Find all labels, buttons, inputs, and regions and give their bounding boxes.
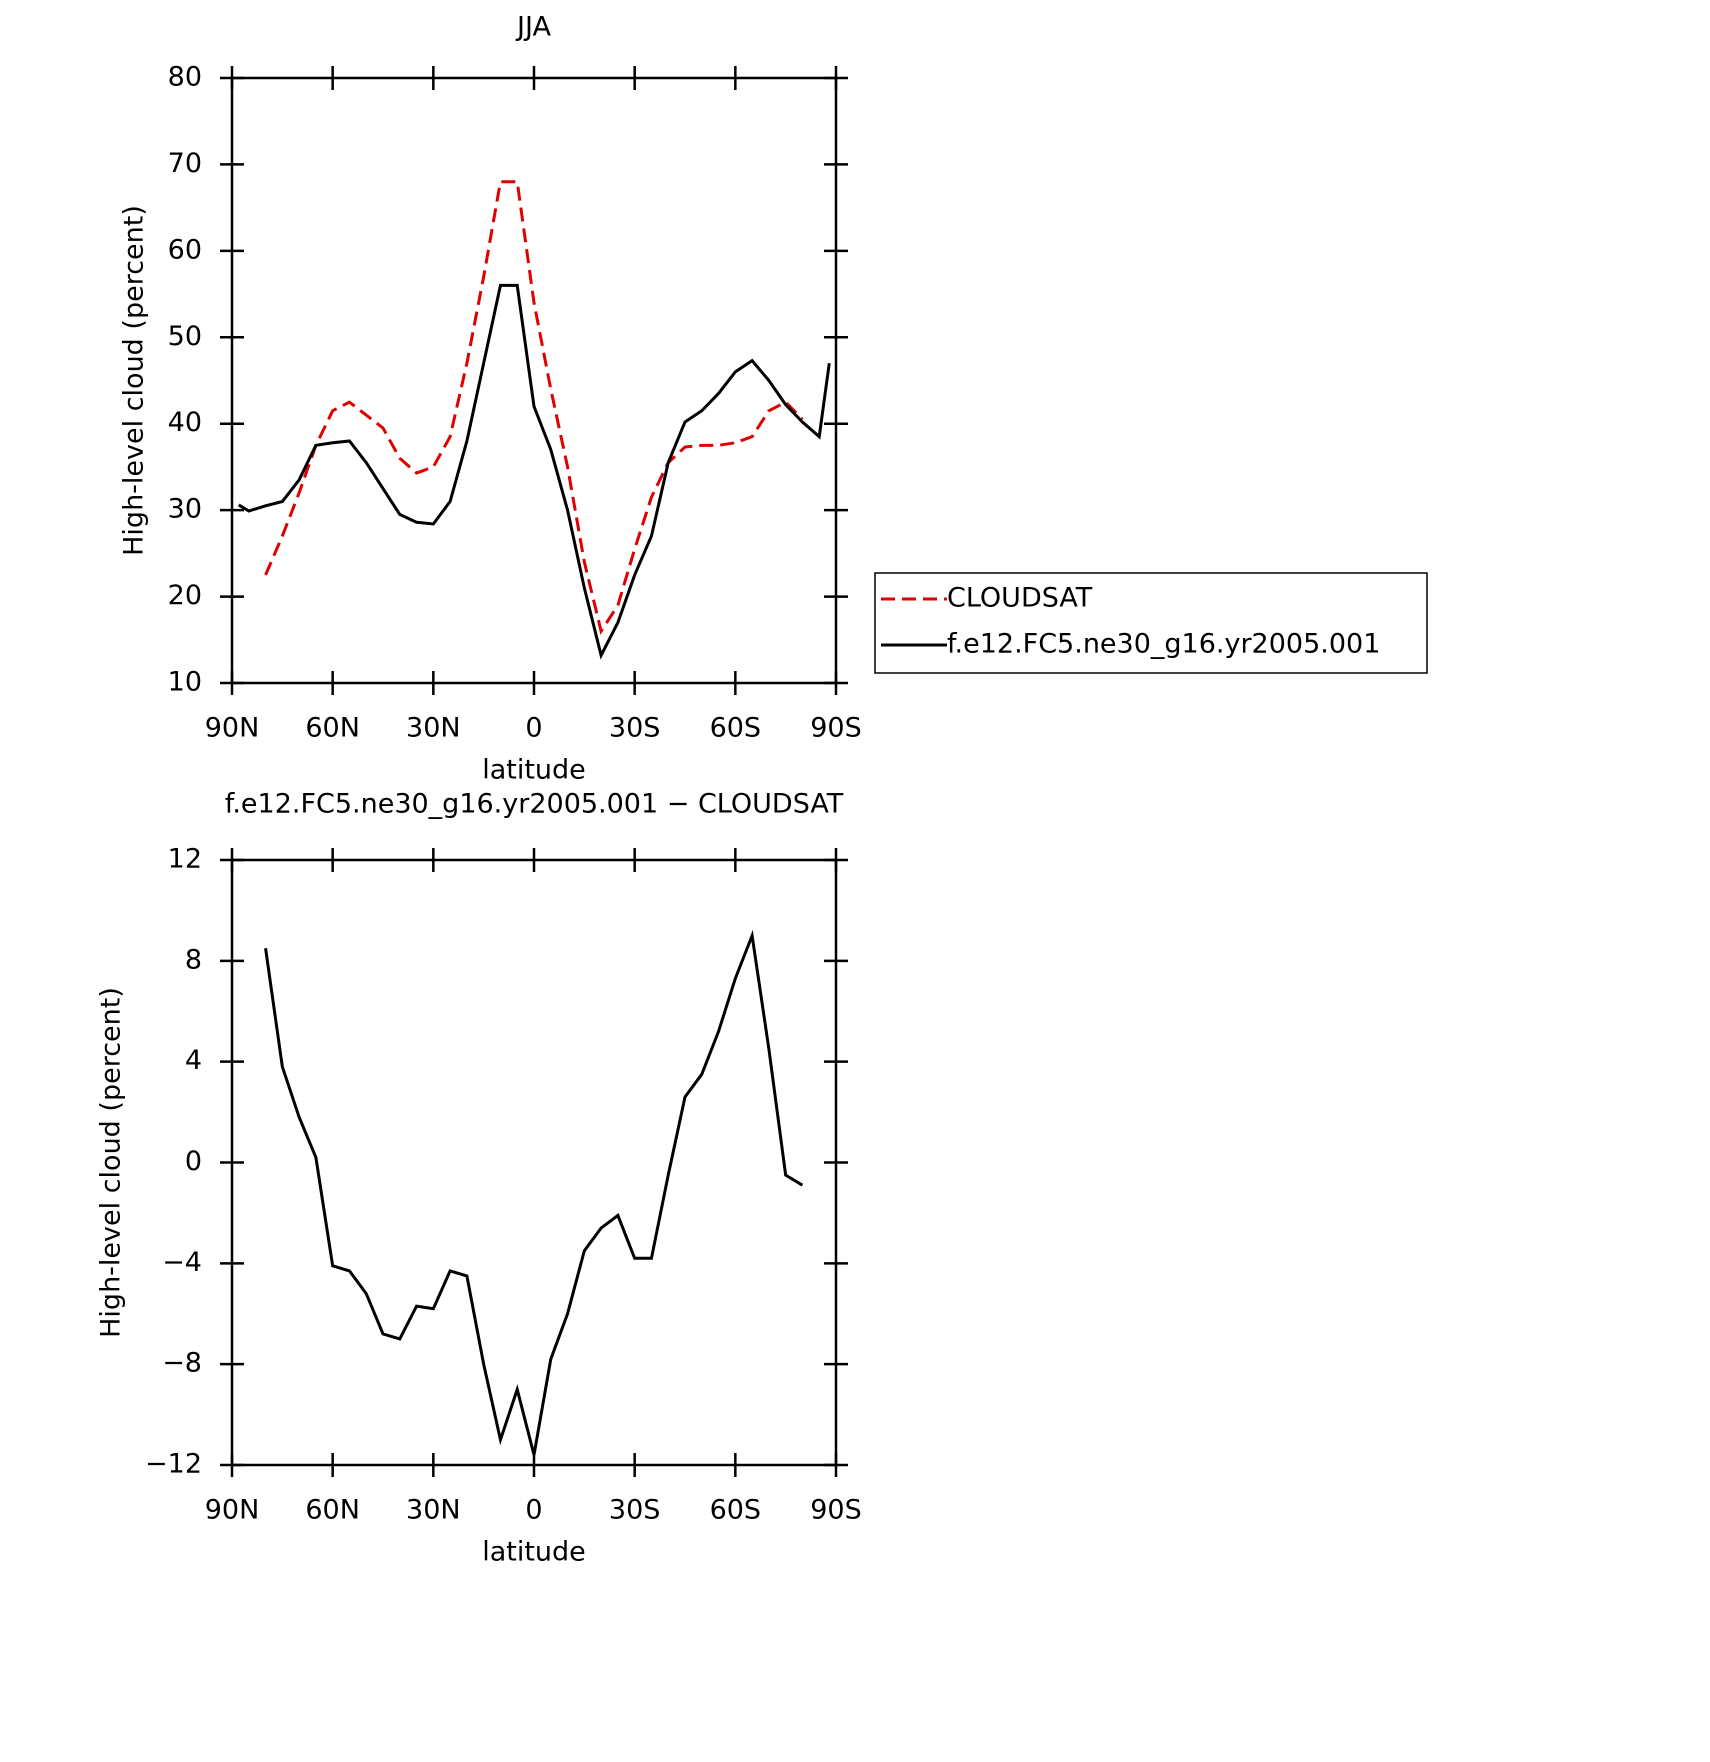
x-axis-label: latitude <box>482 1537 586 1568</box>
x-tick-label: 60S <box>710 1495 762 1526</box>
y-tick-label: 50 <box>168 321 202 352</box>
data-line <box>264 929 804 1456</box>
y-tick-label: 70 <box>168 148 202 179</box>
y-tick-label: −12 <box>145 1449 202 1480</box>
x-tick-label: 60S <box>710 713 762 744</box>
x-tick-label: 0 <box>525 713 542 744</box>
y-tick-label: −4 <box>162 1247 202 1278</box>
x-axis-label: latitude <box>482 755 586 786</box>
data-line <box>237 283 831 660</box>
legend-label: CLOUDSAT <box>947 583 1093 614</box>
y-tick-label: 30 <box>168 494 202 525</box>
legend-label: f.e12.FC5.ne30_g16.yr2005.001 <box>947 629 1380 660</box>
y-tick-label: 4 <box>185 1045 202 1076</box>
data-line <box>264 180 804 635</box>
x-tick-label: 30S <box>609 713 661 744</box>
x-tick-label: 0 <box>525 1495 542 1526</box>
y-axis-label: High-level cloud (percent) <box>96 987 127 1338</box>
x-tick-label: 30N <box>406 713 461 744</box>
x-tick-label: 30S <box>609 1495 661 1526</box>
x-tick-label: 60N <box>305 713 360 744</box>
x-tick-label: 90N <box>205 1495 260 1526</box>
y-axis-label: High-level cloud (percent) <box>119 205 150 556</box>
y-tick-label: 0 <box>185 1146 202 1177</box>
x-tick-label: 90N <box>205 713 260 744</box>
y-tick-label: 10 <box>168 667 202 698</box>
chart-title: f.e12.FC5.ne30_g16.yr2005.001 − CLOUDSAT <box>225 789 844 820</box>
y-tick-label: 80 <box>168 62 202 93</box>
legend-box <box>874 572 1428 674</box>
x-tick-label: 60N <box>305 1495 360 1526</box>
y-tick-label: 8 <box>185 944 202 975</box>
plot-frame <box>230 76 838 685</box>
y-tick-label: 60 <box>168 234 202 265</box>
chart-title: JJA <box>515 12 551 43</box>
y-tick-label: 20 <box>168 580 202 611</box>
y-tick-label: 40 <box>168 407 202 438</box>
y-tick-label: −8 <box>162 1348 202 1379</box>
x-tick-label: 90S <box>810 1495 862 1526</box>
x-tick-label: 30N <box>406 1495 461 1526</box>
x-tick-label: 90S <box>810 713 862 744</box>
y-tick-label: 12 <box>168 844 202 875</box>
